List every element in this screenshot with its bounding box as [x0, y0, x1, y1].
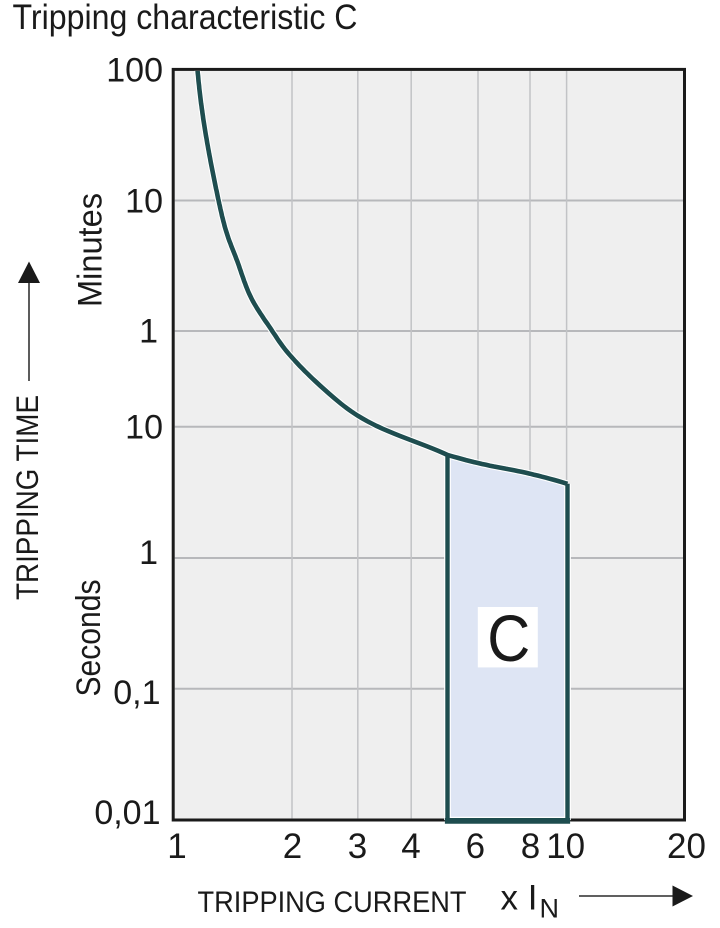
svg-text:Seconds: Seconds [70, 580, 108, 697]
svg-text:TRIPPING TIME: TRIPPING TIME [9, 395, 45, 600]
svg-text:C: C [487, 601, 530, 675]
svg-text:10: 10 [546, 827, 585, 866]
svg-text:x I: x I [501, 878, 538, 917]
svg-text:0,01: 0,01 [94, 794, 160, 832]
svg-text:6: 6 [466, 827, 485, 866]
svg-text:1: 1 [139, 313, 158, 351]
svg-text:2: 2 [283, 827, 302, 866]
svg-text:TRIPPING CURRENT: TRIPPING CURRENT [198, 886, 467, 919]
svg-text:Minutes: Minutes [72, 193, 110, 307]
svg-text:4: 4 [401, 827, 420, 866]
svg-text:N: N [540, 894, 560, 924]
svg-text:20: 20 [667, 827, 706, 866]
svg-text:10: 10 [125, 182, 163, 220]
svg-text:3: 3 [348, 827, 367, 866]
svg-text:8: 8 [521, 827, 540, 866]
svg-text:100: 100 [106, 52, 163, 90]
svg-text:1: 1 [139, 534, 158, 572]
svg-text:Tripping characteristic C: Tripping characteristic C [13, 0, 358, 37]
svg-text:1: 1 [167, 827, 186, 866]
svg-text:0,1: 0,1 [113, 674, 160, 712]
svg-text:10: 10 [125, 408, 163, 446]
